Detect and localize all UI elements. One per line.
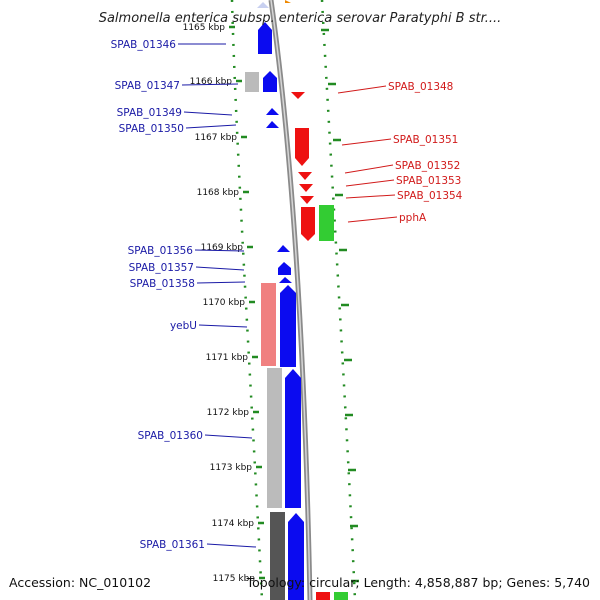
label-leader-line: [344, 164, 394, 174]
gene-label-left[interactable]: SPAB_01346: [111, 39, 177, 51]
gene-label-left[interactable]: yebU: [170, 320, 197, 332]
gene-label-left[interactable]: SPAB_01356: [128, 245, 194, 257]
gene-label-left[interactable]: SPAB_01361: [140, 539, 205, 551]
gene-SPAB_01361-dark[interactable]: [270, 512, 285, 600]
gene-label-left[interactable]: SPAB_01357: [129, 262, 194, 274]
major-tick-marks: [229, 25, 359, 583]
kbp-tick-label: 1175 kbp: [213, 574, 256, 584]
gene-SPAB_01360-gray[interactable]: [267, 368, 282, 508]
backbone-track: [268, 0, 313, 600]
label-leader-line: [206, 543, 257, 548]
gene-label-left[interactable]: SPAB_01349: [117, 107, 182, 119]
label-leader-line: [204, 434, 253, 439]
gene-SPAB_01347-gray[interactable]: [245, 72, 259, 92]
gene-partial-red: [316, 592, 330, 600]
gene-SPAB_01350[interactable]: [266, 121, 279, 128]
kbp-tick-label: 1165 kbp: [183, 23, 226, 33]
kbp-tick-label: 1170 kbp: [203, 298, 246, 308]
gene-SPAB_01361-arrowhead: [288, 513, 304, 522]
gene-yebU-pink[interactable]: [261, 283, 276, 366]
label-leader-line: [341, 138, 392, 146]
gene-SPAB_01352[interactable]: [298, 172, 312, 180]
gene-SPAB_01346-arrowhead: [258, 22, 272, 30]
gene-SPAB_01347-arrowhead: [263, 71, 277, 78]
gene-SPAB_01346[interactable]: [258, 30, 272, 54]
label-leader-line: [198, 324, 248, 328]
gene-label-right[interactable]: SPAB_01348: [388, 81, 453, 93]
kbp-tick-label: 1172 kbp: [207, 408, 250, 418]
backbone-highlight: [270, 0, 311, 600]
gene-label-left[interactable]: SPAB_01350: [119, 123, 184, 135]
gene-pphA[interactable]: [319, 205, 334, 241]
gene-SPAB_01347[interactable]: [263, 78, 277, 92]
left-gene-labels: SPAB_01346 SPAB_01347 SPAB_01349 SPAB_01350…: [111, 39, 257, 551]
kbp-tick-label: 1167 kbp: [195, 133, 238, 143]
gene-label-right[interactable]: SPAB_01353: [396, 175, 461, 187]
gene-yebU-arrowhead: [280, 285, 296, 293]
gene-SPAB_01351[interactable]: [295, 128, 309, 158]
gene-SPAB_01358[interactable]: [279, 277, 292, 283]
label-leader-line: [337, 85, 387, 94]
gene-label-right[interactable]: SPAB_01354: [397, 190, 463, 202]
gene-SPAB_01360-arrowhead: [285, 369, 301, 378]
gene-arrow-partial-orange: [285, 0, 291, 3]
label-leader-line: [347, 216, 398, 223]
kbp-tick-label: 1174 kbp: [212, 519, 255, 529]
gene-SPAB_01349[interactable]: [266, 108, 279, 115]
gene-features: [245, 0, 348, 600]
gene-label-right[interactable]: SPAB_01352: [395, 160, 460, 172]
gene-SPAB_01360[interactable]: [285, 378, 301, 508]
gene-SPAB_01351-arrowhead: [295, 158, 309, 166]
gene-yebU[interactable]: [280, 293, 296, 367]
label-leader-line: [194, 249, 245, 252]
gene-label-right[interactable]: SPAB_01351: [393, 134, 458, 146]
gene-reverse-large[interactable]: [301, 207, 315, 234]
gene-SPAB_01356[interactable]: [277, 245, 290, 252]
gene-label-left[interactable]: SPAB_01347: [115, 80, 180, 92]
genome-title: Salmonella enterica subsp. enterica sero…: [99, 11, 502, 26]
label-leader-line: [181, 83, 239, 86]
gene-reverse-large-arrowhead: [301, 234, 315, 241]
gene-SPAB_01361[interactable]: [288, 522, 304, 600]
kbp-tick-label: 1173 kbp: [210, 463, 253, 473]
label-leader-line: [345, 194, 396, 199]
kbp-tick-labels: 1165 kbp 1166 kbp 1167 kbp 1168 kbp 1169 kbp…: [183, 23, 256, 584]
gene-SPAB_01348[interactable]: [291, 92, 305, 99]
kbp-tick-label: 1171 kbp: [206, 353, 249, 363]
label-leader-line: [196, 281, 246, 284]
gene-label-left[interactable]: SPAB_01360: [138, 430, 203, 442]
label-leader-line: [185, 124, 237, 129]
label-leader-line: [195, 266, 245, 271]
gene-SPAB_01357-arrowhead: [278, 262, 291, 268]
label-leader-line: [183, 111, 233, 116]
gene-label-left[interactable]: SPAB_01358: [130, 278, 195, 290]
gene-SPAB_01357[interactable]: [278, 268, 291, 275]
gene-partial-green: [334, 592, 348, 600]
right-gene-labels: SPAB_01348 SPAB_01351 SPAB_01352 SPAB_01353…: [337, 81, 463, 224]
gene-SPAB_01354[interactable]: [300, 196, 314, 204]
tick-rulers: [229, 0, 359, 600]
accession-text: Accession: NC_010102: [9, 575, 151, 590]
topology-text: Topology: circular; Length: 4,858,887 bp…: [246, 575, 590, 590]
gene-label-right[interactable]: pphA: [399, 212, 427, 224]
kbp-tick-label: 1166 kbp: [190, 77, 233, 87]
kbp-tick-label: 1169 kbp: [201, 243, 244, 253]
label-leader-line: [345, 179, 395, 187]
kbp-tick-label: 1168 kbp: [197, 188, 240, 198]
gene-SPAB_01353[interactable]: [299, 184, 313, 192]
right-dotted-ruler: [320, 0, 357, 600]
gene-arrow-partial: [257, 2, 269, 8]
